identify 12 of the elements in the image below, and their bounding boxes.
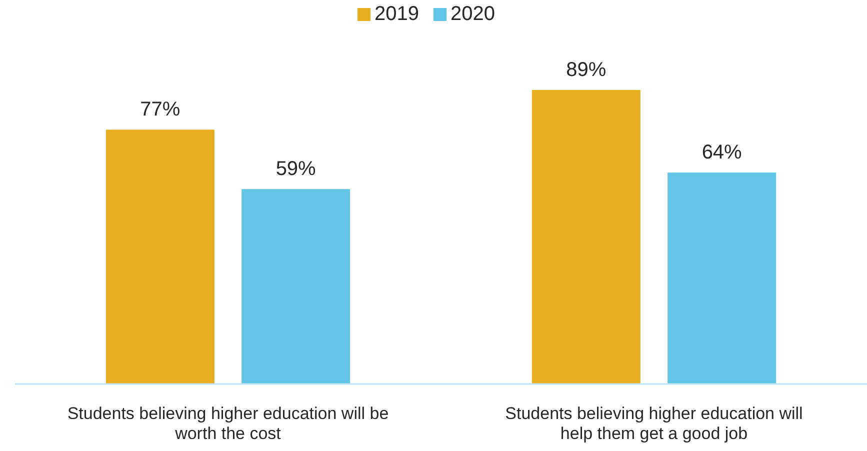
data-label: 89% [566, 59, 606, 81]
x-tick-label: Students believing higher education will be worth the cost [67, 404, 389, 443]
legend-label: 2019 [374, 3, 419, 25]
bar [532, 90, 640, 384]
x-tick-label: Students believing higher education will help them get a good job [505, 404, 803, 443]
legend-label: 2020 [450, 3, 495, 25]
bar [668, 172, 776, 384]
data-label: 59% [276, 158, 316, 180]
data-label: 64% [702, 142, 742, 164]
data-label: 77% [140, 98, 180, 121]
bar [242, 189, 350, 384]
bar [106, 130, 214, 384]
